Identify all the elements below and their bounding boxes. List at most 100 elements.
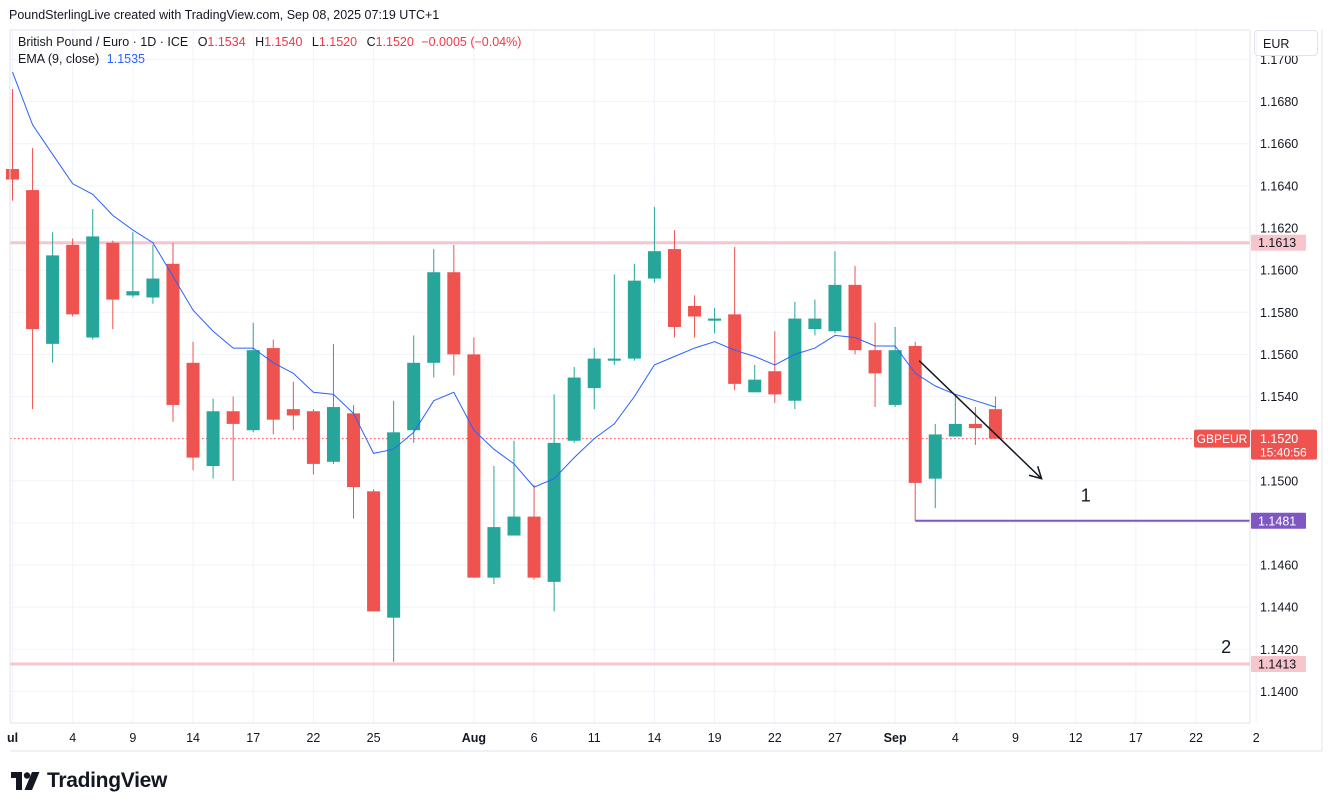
tradingview-logo[interactable]: TradingView <box>11 768 167 794</box>
low-label: L <box>311 35 319 49</box>
candle-body <box>186 362 200 458</box>
candle-body <box>748 379 762 393</box>
candle-body <box>607 358 621 361</box>
candle-body <box>848 284 862 351</box>
candle-body <box>326 407 340 462</box>
indicator-label: EMA (9, close) <box>18 52 100 66</box>
current-price-badge <box>1251 429 1317 460</box>
x-tick-label: 4 <box>69 731 76 745</box>
indicator-value: 1.1535 <box>106 52 145 66</box>
candle-body <box>387 432 401 618</box>
candle-body <box>527 516 541 578</box>
x-tick-label: 14 <box>647 731 661 745</box>
candle-body <box>667 249 681 327</box>
y-tick-label: 1.1460 <box>1260 559 1298 573</box>
y-tick-label: 1.1400 <box>1260 685 1298 699</box>
x-tick-label: 27 <box>828 731 842 745</box>
x-tick-label: ul <box>7 731 18 745</box>
resistance-price-label: 1.1613 <box>1258 236 1296 250</box>
y-tick-label: 1.1560 <box>1260 348 1298 362</box>
ema-line <box>12 71 996 488</box>
y-tick-label: 1.1640 <box>1260 179 1298 193</box>
countdown-label: 15:40:56 <box>1260 446 1307 460</box>
resistance-price-badge <box>1251 234 1306 251</box>
x-tick-label: 25 <box>367 731 381 745</box>
candle-body <box>26 190 40 330</box>
tradingview-logo-text: TradingView <box>47 769 168 792</box>
axes: 1.1700 1.1680 1.1660 1.1640 1.1620 1.1600 1.15… <box>7 29 1323 752</box>
indicator-legend[interactable]: EMA (9, close) 1.1535 <box>18 52 145 66</box>
candle-body <box>86 236 100 338</box>
symbol-description: British Pound / Euro · 1D · ICE <box>18 35 189 49</box>
candle-body <box>46 255 60 344</box>
x-tick-label: 17 <box>246 731 260 745</box>
candle-body <box>928 434 942 479</box>
ema-polyline <box>12 71 996 488</box>
y-tick-label: 1.1540 <box>1260 390 1298 404</box>
candle-body <box>968 423 982 429</box>
credit-text: PoundSterlingLive created with TradingVi… <box>9 8 440 22</box>
candle-body <box>286 409 300 416</box>
resistance-price-label: 1.1413 <box>1258 658 1296 672</box>
candle-body <box>948 423 962 437</box>
resistance-price-badge <box>1251 656 1306 673</box>
candle-body <box>347 413 361 488</box>
candle-body <box>708 318 722 321</box>
support-price-label: 1.1481 <box>1258 514 1296 528</box>
candle-body <box>828 284 842 332</box>
candle-body <box>728 314 742 384</box>
low-value: 1.1520 <box>318 35 358 49</box>
y-tick-label: 1.1660 <box>1260 137 1298 151</box>
candle-body <box>567 377 581 441</box>
x-tick-label: Aug <box>462 731 486 745</box>
y-tick-label: 1.1620 <box>1260 222 1298 236</box>
x-tick-label: 22 <box>768 731 782 745</box>
y-tick-label: 1.1700 <box>1260 53 1298 67</box>
projection-arrow-shaft <box>918 360 1043 480</box>
symbol-legend[interactable]: British Pound / Euro · 1D · ICE O1.1534 … <box>18 35 521 49</box>
candle-body <box>487 527 501 578</box>
x-tick-label: 19 <box>708 731 722 745</box>
x-tick-label: 22 <box>306 731 320 745</box>
candle-body <box>627 280 641 359</box>
candle-body <box>688 305 702 317</box>
candle-body <box>166 263 180 405</box>
x-tick-label: Sep <box>884 731 907 745</box>
annotation-label: 2 <box>1221 637 1231 657</box>
candle-body <box>587 358 601 389</box>
candle-body <box>467 354 481 578</box>
y-tick-label: 1.1420 <box>1260 643 1298 657</box>
x-tick-label: 22 <box>1189 731 1203 745</box>
y-tick-label: 1.1580 <box>1260 306 1298 320</box>
projection-arrow-head <box>1028 466 1043 480</box>
candles <box>6 88 1002 662</box>
candle-body <box>888 350 902 405</box>
currency-selector[interactable]: EUR <box>1254 30 1318 56</box>
symbol-badge-label: GBPEUR <box>1197 432 1248 446</box>
candle-body <box>647 251 661 279</box>
close-label: C <box>366 35 376 49</box>
candle-body <box>427 272 441 363</box>
y-tick-label: 1.1500 <box>1260 474 1298 488</box>
candle-body <box>367 491 381 612</box>
x-tick-label: 11 <box>588 731 601 745</box>
candle-body <box>547 442 561 582</box>
support-price-badge <box>1251 512 1306 529</box>
y-tick-label: 1.1680 <box>1260 95 1298 109</box>
x-tick-label: 6 <box>531 731 538 745</box>
candle-body <box>868 350 882 374</box>
x-tick-label: 9 <box>129 731 136 745</box>
drawings: 12 <box>915 360 1250 657</box>
open-value: 1.1534 <box>207 35 246 49</box>
candle-body <box>246 350 260 431</box>
candle-body <box>146 278 160 298</box>
symbol-badge <box>1194 429 1250 448</box>
candle-body <box>507 516 521 536</box>
candle-body <box>6 169 19 180</box>
candle-body <box>808 318 822 330</box>
candle-body <box>447 272 461 355</box>
close-value: 1.1520 <box>375 35 414 49</box>
tradingview-logo-icon <box>11 772 40 790</box>
